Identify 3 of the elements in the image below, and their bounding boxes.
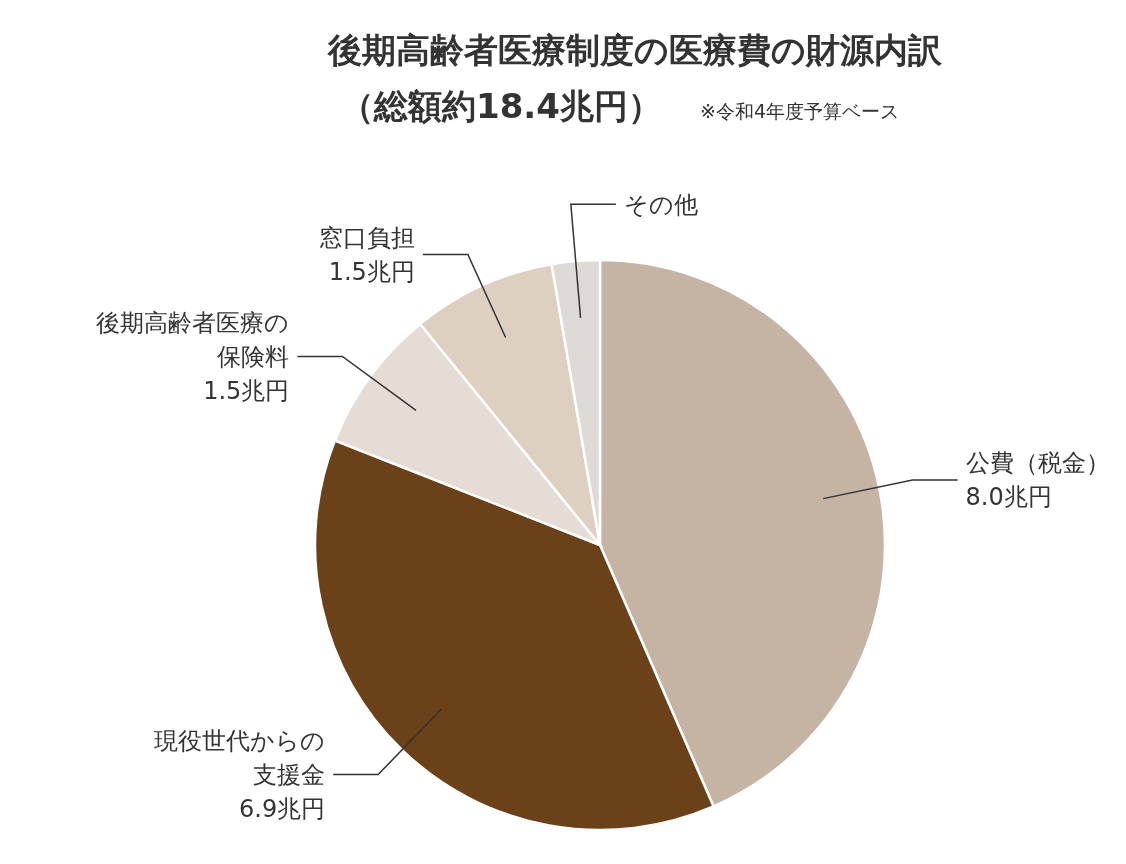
subtitle: （総額約18.4兆円） (340, 86, 662, 126)
annotation: ※令和4年度予算ベース (700, 100, 899, 122)
title: 後期高齢者医療制度の医療費の財源内訳 (328, 30, 942, 70)
